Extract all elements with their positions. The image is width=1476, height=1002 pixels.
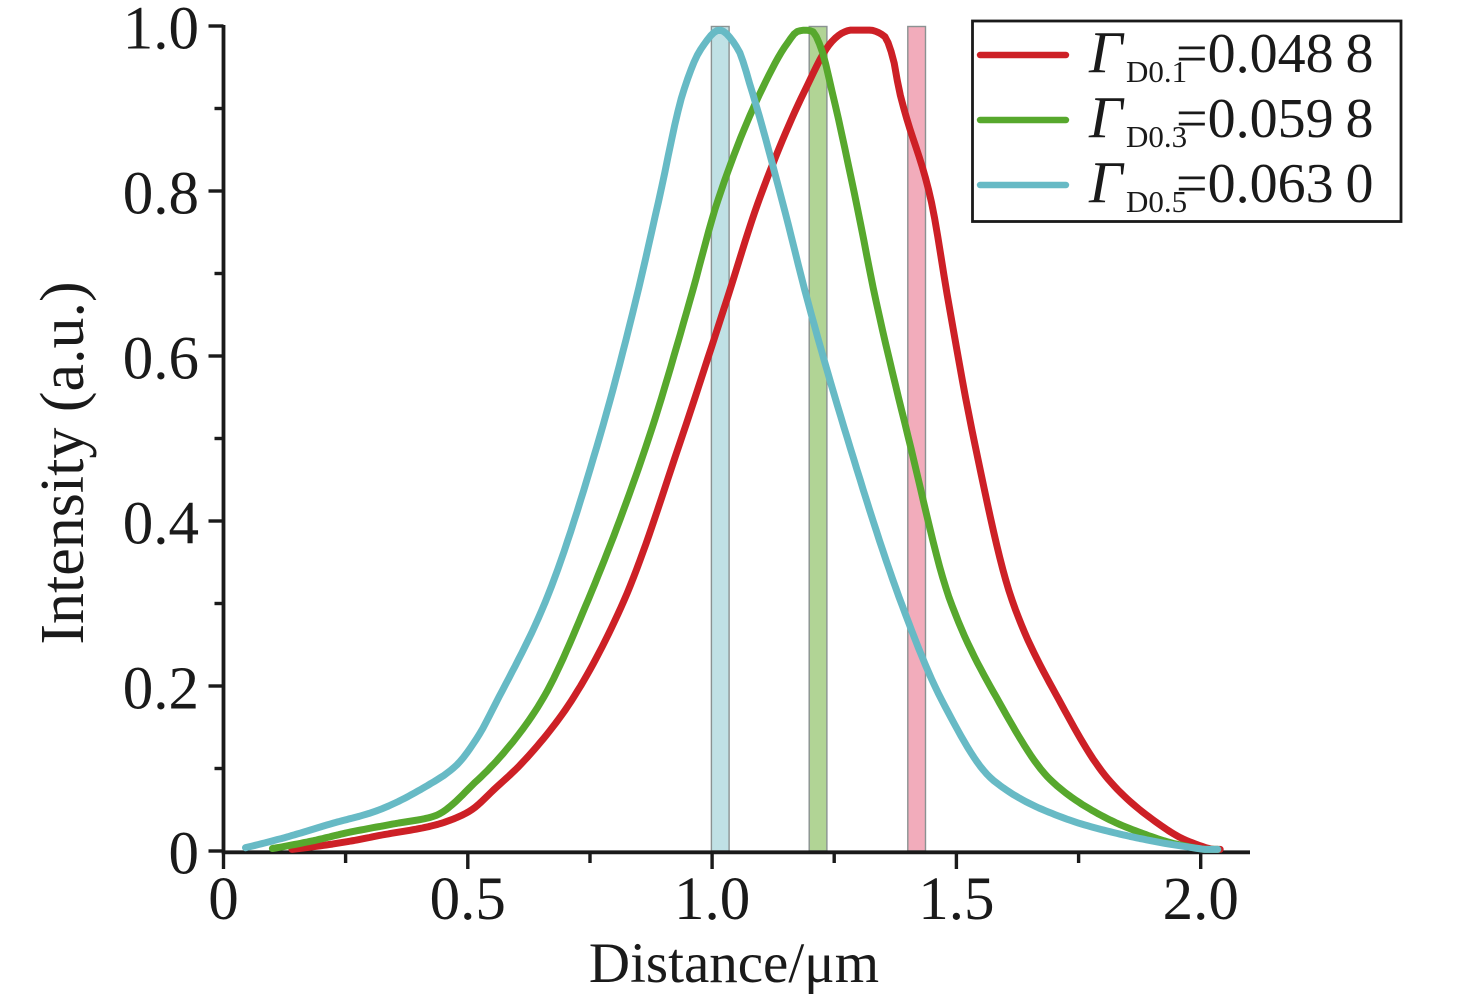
svg-text:0.5: 0.5 bbox=[430, 866, 506, 933]
svg-text:0: 0 bbox=[1346, 153, 1374, 215]
svg-text:0.2: 0.2 bbox=[123, 656, 199, 723]
svg-text:D0.1: D0.1 bbox=[1126, 54, 1187, 89]
svg-text:0: 0 bbox=[208, 866, 239, 933]
svg-text:=0.063: =0.063 bbox=[1176, 153, 1334, 215]
svg-text:0: 0 bbox=[169, 821, 200, 888]
svg-text:8: 8 bbox=[1346, 23, 1374, 85]
svg-text:1.5: 1.5 bbox=[918, 866, 994, 933]
svg-text:8: 8 bbox=[1346, 88, 1374, 150]
svg-text:Distance/μm: Distance/μm bbox=[589, 932, 879, 995]
svg-text:D0.5: D0.5 bbox=[1126, 184, 1187, 219]
svg-text:1.0: 1.0 bbox=[674, 866, 750, 933]
svg-text:D0.3: D0.3 bbox=[1126, 119, 1187, 154]
svg-text:Γ: Γ bbox=[1088, 149, 1125, 215]
svg-text:=0.059: =0.059 bbox=[1176, 88, 1334, 150]
svg-text:2.0: 2.0 bbox=[1163, 866, 1239, 933]
svg-text:Γ: Γ bbox=[1088, 19, 1125, 85]
svg-text:0.8: 0.8 bbox=[123, 161, 199, 228]
svg-text:1.0: 1.0 bbox=[123, 0, 199, 63]
svg-text:Intensity (a.u.): Intensity (a.u.) bbox=[29, 281, 97, 644]
svg-text:0.6: 0.6 bbox=[123, 326, 199, 393]
svg-text:0.4: 0.4 bbox=[123, 491, 199, 558]
svg-text:Γ: Γ bbox=[1088, 84, 1125, 150]
svg-text:=0.048: =0.048 bbox=[1176, 23, 1334, 85]
